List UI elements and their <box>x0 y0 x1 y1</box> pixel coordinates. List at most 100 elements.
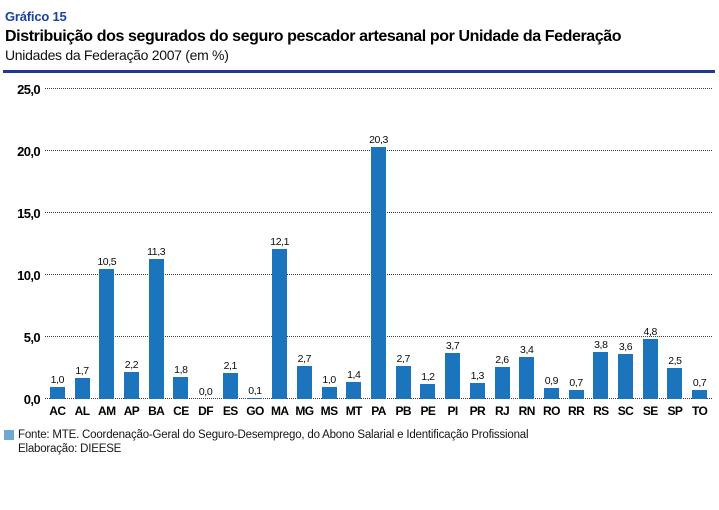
bar <box>296 366 312 399</box>
bar-group-DF: 0,0 <box>193 89 218 399</box>
bar-value-label: 0,0 <box>198 386 213 398</box>
bar-group-PE: 1,2 <box>416 89 441 399</box>
x-tick-label-MG: MG <box>295 404 314 418</box>
bar-group-RO: 0,9 <box>539 89 564 399</box>
y-tick-label: 10,0 <box>17 268 41 283</box>
bar <box>148 259 164 399</box>
chart-subtitle: Unidades da Federação 2007 (em %) <box>5 47 229 63</box>
y-tick-label: 0,0 <box>23 392 41 407</box>
bar-value-label: 2,5 <box>668 355 682 367</box>
bar <box>173 377 189 399</box>
legend-square-icon <box>4 430 14 440</box>
x-tick-label-RS: RS <box>593 404 609 418</box>
bar-value-label: 0,7 <box>692 377 707 389</box>
bar-value-label: 1,0 <box>322 374 336 386</box>
bar <box>593 352 609 399</box>
bar-group-RS: 3,8 <box>588 89 613 399</box>
x-tick-label-SE: SE <box>642 404 658 418</box>
bar <box>642 339 658 399</box>
x-tick-label-MS: MS <box>320 404 338 418</box>
bar-value-label: 1,8 <box>174 364 188 376</box>
bar-value-label: 12,1 <box>270 236 290 248</box>
x-tick-label-MT: MT <box>345 404 363 418</box>
bar <box>692 390 708 399</box>
x-tick-label-PE: PE <box>420 404 436 418</box>
chart-header: Gráfico 15 Distribuição dos segurados do… <box>0 0 719 64</box>
bar-value-label: 1,3 <box>470 370 485 382</box>
bar <box>519 357 535 399</box>
bar-value-label: 4,8 <box>643 326 658 338</box>
bar <box>272 249 288 399</box>
bar-group-BA: 11,3 <box>144 89 169 399</box>
elaboration-line: Elaboração: DIEESE <box>18 442 122 455</box>
bar-group-RN: 3,4 <box>514 89 539 399</box>
x-tick-label-PB: PB <box>395 404 411 418</box>
bar-value-label: 1,0 <box>50 374 65 386</box>
x-tick-label-RR: RR <box>568 404 585 418</box>
bar-value-label: 3,6 <box>618 341 633 353</box>
x-tick-label-SP: SP <box>667 404 683 418</box>
bar <box>49 387 65 399</box>
x-tick-label-ES: ES <box>222 404 238 418</box>
bar-chart: 0,0 5,0 10,0 15,0 20,0 25,0 1,0 1,7 10,5 2,2 11,3… <box>0 75 719 421</box>
x-tick-label-RO: RO <box>543 404 560 418</box>
chart-title: Distribuição dos segurados do seguro pes… <box>5 28 622 45</box>
bar-value-label: 20,3 <box>369 134 388 146</box>
bar <box>445 353 461 399</box>
bar <box>74 378 90 399</box>
bar-group-MS: 1,0 <box>317 89 342 399</box>
header-divider-rule <box>3 70 715 73</box>
bar-group-SP: 2,5 <box>663 89 688 399</box>
bar-group-AC: 1,0 <box>45 89 70 399</box>
bar <box>667 368 683 399</box>
bar <box>321 387 337 399</box>
bar <box>543 388 559 399</box>
bar-group-TO: 0,7 <box>687 89 712 399</box>
bar <box>247 398 263 399</box>
bar-value-label: 0,9 <box>544 375 559 387</box>
x-tick-label-PR: PR <box>469 404 486 418</box>
x-tick-label-BA: BA <box>148 404 165 418</box>
bar <box>420 384 436 399</box>
bar-value-label: 1,4 <box>347 369 361 381</box>
bar <box>494 367 510 399</box>
bar-group-CE: 1,8 <box>169 89 194 399</box>
bar-value-label: 3,8 <box>594 339 608 351</box>
bar-group-MA: 12,1 <box>267 89 292 399</box>
y-tick-label: 20,0 <box>17 144 41 159</box>
gridline-25,0 <box>45 88 712 89</box>
y-tick-label: 25,0 <box>17 82 41 97</box>
x-tick-label-RN: RN <box>518 404 536 418</box>
bar <box>123 372 139 399</box>
bar-group-PI: 3,7 <box>440 89 465 399</box>
bar-group-RJ: 2,6 <box>490 89 515 399</box>
bar-value-label: 11,3 <box>147 246 166 258</box>
bar-value-label: 2,7 <box>396 353 410 365</box>
bar-group-MT: 1,4 <box>341 89 366 399</box>
bar-group-PA: 20,3 <box>366 89 391 399</box>
plot-area: 1,0 1,7 10,5 2,2 11,3 1,8 0,0 2,1 0,1 12,1 2,7 1,0 1… <box>45 88 712 399</box>
bar-value-label: 2,2 <box>124 359 139 371</box>
bar-value-label: 10,5 <box>97 256 117 268</box>
x-tick-label-AM: AM <box>98 404 116 418</box>
bar-group-ES: 2,1 <box>218 89 243 399</box>
bar-value-label: 0,1 <box>248 385 262 397</box>
bar <box>395 366 411 399</box>
bar <box>568 390 584 399</box>
bar-group-PR: 1,3 <box>465 89 490 399</box>
bar <box>346 382 362 399</box>
bar-group-RR: 0,7 <box>564 89 589 399</box>
bars: 1,0 1,7 10,5 2,2 11,3 1,8 0,0 2,1 0,1 12,1 2,7 1,0 1… <box>45 89 712 399</box>
x-tick-label-RJ: RJ <box>494 404 510 418</box>
bar-group-AM: 10,5 <box>94 89 119 399</box>
bar <box>469 383 485 399</box>
bar-value-label: 2,7 <box>297 353 312 365</box>
bar-value-label: 3,4 <box>520 344 534 356</box>
bar-value-label: 2,1 <box>223 360 238 372</box>
x-tick-label-MA: MA <box>270 404 289 418</box>
x-tick-label-PA: PA <box>371 404 386 418</box>
x-tick-label-CE: CE <box>173 404 189 418</box>
bar-group-AP: 2,2 <box>119 89 144 399</box>
bar-value-label: 0,7 <box>569 377 583 389</box>
